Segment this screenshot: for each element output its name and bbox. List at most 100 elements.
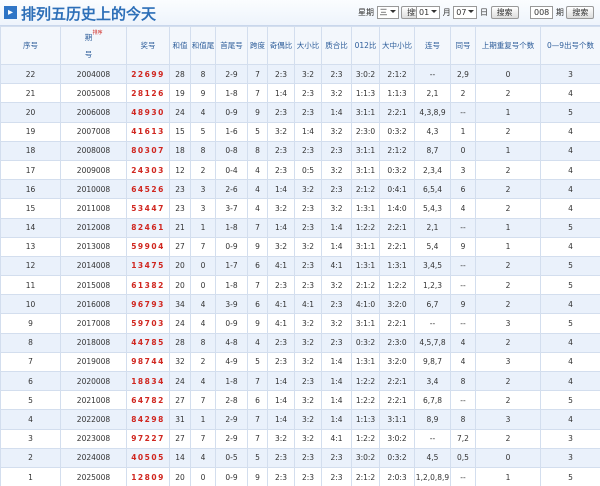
cell-text: 0-9 <box>225 242 238 252</box>
cell-text: 2:2:1 <box>387 319 407 329</box>
cell-text: 1-6 <box>225 127 238 137</box>
draw-number: 13475 <box>131 261 165 271</box>
day-select[interactable]: 07 <box>453 6 478 19</box>
cell-text: 1:2:2 <box>387 280 407 290</box>
table-cell: 3:2 <box>294 179 322 200</box>
cell-text: 2 <box>505 88 511 98</box>
cell-text: 2-6 <box>225 184 238 194</box>
cell-text: 2:3 <box>274 357 288 367</box>
table-cell: 3:2 <box>294 409 322 430</box>
table-cell: 2:1:2 <box>379 140 415 161</box>
table-cell: 34 <box>169 294 191 315</box>
table-cell: 4,5,7,8 <box>414 332 451 353</box>
table-cell: 5 <box>247 121 268 142</box>
table-cell: 1 <box>450 121 476 142</box>
table-cell: 27 <box>169 390 191 411</box>
cell-text: 4:1 <box>274 319 288 329</box>
draw-number: 61382 <box>131 280 165 290</box>
table-cell: 2:3 <box>321 466 352 486</box>
cell-text: 2:3 <box>301 88 315 98</box>
table-cell: 3 <box>475 313 541 334</box>
cell-text: 2 <box>200 357 206 367</box>
table-cell: 2:0:3 <box>379 466 415 486</box>
table-cell: 27 <box>169 428 191 449</box>
table-cell: 2:3 <box>321 63 352 85</box>
cell-text: 0-4 <box>225 165 238 175</box>
table-row: 21 2005008 28126 19 9 1-8 7 1:4 2:3 3:2 1:1:3 1:1:3… <box>0 83 600 104</box>
table-cell: 40505 <box>126 447 170 468</box>
cell-text: 4:1 <box>330 434 343 444</box>
table-cell: 3:2 <box>267 236 295 257</box>
cell-text: 2018008 <box>76 338 111 348</box>
table-cell: 2018008 <box>60 332 127 353</box>
table-cell: 48930 <box>126 102 170 123</box>
month-select[interactable]: 01 <box>416 6 441 19</box>
column-header-text: 奇偶比 <box>269 41 293 50</box>
table-cell: 18 <box>169 140 191 161</box>
table-cell: 3-9 <box>215 294 248 315</box>
date-filter: 01 月 07 日 搜索 <box>416 6 519 19</box>
cell-text: 11 <box>25 280 36 290</box>
table-cell: 1:4:0 <box>379 198 415 219</box>
cell-text: 7 <box>255 280 260 290</box>
search-button[interactable]: 搜索 <box>490 6 519 19</box>
table-cell: 3:1:1 <box>351 313 380 334</box>
table-cell: 4:1:0 <box>351 294 380 315</box>
table-cell: 3:2 <box>267 121 295 142</box>
table-cell: 2 <box>475 370 541 392</box>
table-cell: -- <box>450 466 476 486</box>
column-header-text: 跨度 <box>250 41 265 50</box>
cell-text: 2 <box>505 376 511 386</box>
table-cell: 8 <box>450 370 476 392</box>
cell-text: 1:4 <box>330 223 343 233</box>
column-header-text: 期号 <box>84 32 93 59</box>
cell-text: 34 <box>175 299 185 309</box>
table-cell: 2-9 <box>215 63 248 85</box>
table-cell: 0-9 <box>215 466 248 486</box>
table-cell: 4 <box>540 236 600 257</box>
cell-text: 2014008 <box>76 261 111 271</box>
cell-text: 7,2 <box>457 434 469 444</box>
table-cell: 9,8,7 <box>414 351 451 373</box>
cell-text: 20 <box>25 107 36 117</box>
cell-text: 1:3:1 <box>355 261 376 271</box>
table-cell: 20 <box>169 275 191 296</box>
cell-text: 7 <box>255 88 260 98</box>
column-header: 上期重复号个数 <box>475 26 541 65</box>
table-cell: 4-9 <box>215 351 248 373</box>
table-cell: 1:2:2 <box>351 428 380 449</box>
cell-text: 3:2 <box>274 127 288 137</box>
table-cell: 4:1 <box>294 294 322 315</box>
cell-text: 2:1:2 <box>387 69 407 79</box>
table-cell: 0:3:2 <box>379 159 415 181</box>
cell-text: 2:3 <box>330 184 343 194</box>
cell-text: 8 <box>200 69 206 79</box>
issue-input[interactable]: 008 <box>530 6 554 19</box>
table-cell: 4,5 <box>414 447 451 468</box>
table-cell: 13 <box>0 236 61 257</box>
table-cell: 1-8 <box>215 217 248 238</box>
cell-text: 2:3 <box>330 299 343 309</box>
cell-text: 3:2 <box>301 434 315 444</box>
table-cell: 41613 <box>126 121 170 142</box>
sort-toggle[interactable]: 排序 <box>92 29 103 36</box>
table-cell: 1-8 <box>215 275 248 296</box>
cell-text: 1 <box>200 223 206 233</box>
cell-text: 2:3 <box>301 261 315 271</box>
cell-text: 8 <box>255 146 260 156</box>
table-cell: 1,2,0,8,9 <box>414 466 451 486</box>
table-cell: 9 <box>247 236 268 257</box>
page-title: 排列五历史上的今天 <box>21 5 157 23</box>
column-header-text: 和值 <box>172 41 188 50</box>
cell-text: 2:2:1 <box>387 223 407 233</box>
search-button[interactable]: 搜索 <box>566 6 595 19</box>
table-cell: 2:3:0 <box>379 332 415 353</box>
table-body: 22 2004008 22699 28 8 2-9 7 2:3 3:2 2:3 3:0:2 2:1:2… <box>0 63 600 486</box>
draw-number: 82461 <box>131 223 165 233</box>
table-cell: 12 <box>0 255 61 277</box>
cell-text: 1:2:2 <box>355 223 376 233</box>
cell-text: 9 <box>255 472 260 482</box>
table-cell: 0 <box>450 140 476 161</box>
weekday-select[interactable]: 三 <box>376 6 399 19</box>
column-header: 期号排序 <box>60 26 127 65</box>
